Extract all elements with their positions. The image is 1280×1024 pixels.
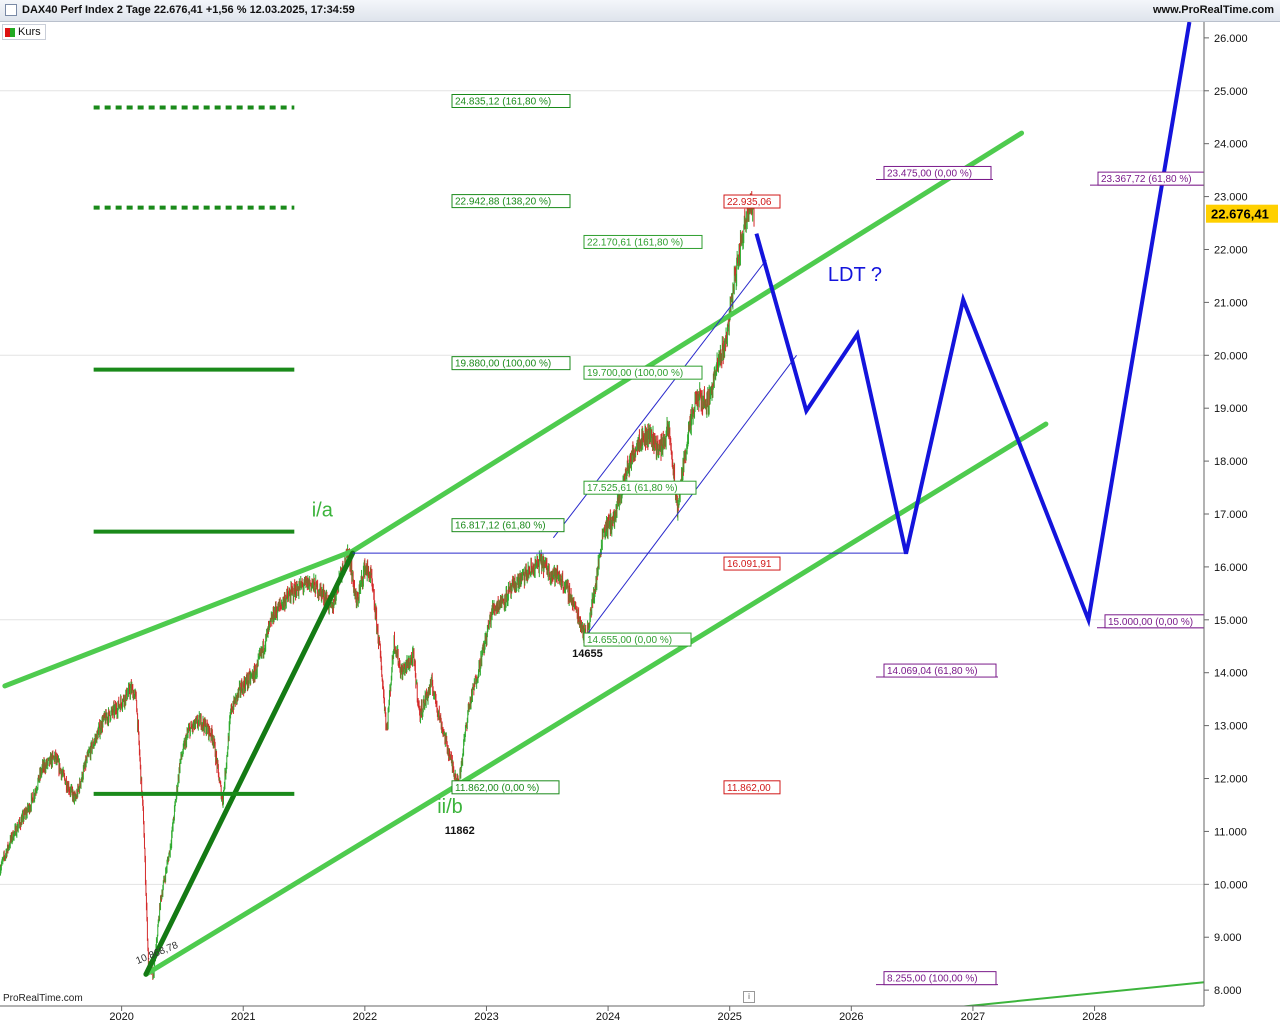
- fib-label-box: [451, 194, 571, 209]
- fib-label-box: [723, 556, 781, 571]
- fib-levels: 24.835,12 (161,80 %) 22.942,88 (138,20 %)…: [93, 93, 1214, 986]
- y-axis-bg: [1204, 22, 1280, 1024]
- x-tick-label: 2028: [1082, 1011, 1106, 1023]
- legend-label: Kurs: [18, 26, 41, 38]
- fib-label-box: [451, 780, 560, 795]
- fib-label-box: [451, 518, 565, 533]
- y-tick-label: 23.000: [1214, 192, 1248, 204]
- fib-label-box: [883, 663, 997, 678]
- pivot-label: 11862: [445, 825, 475, 837]
- y-tick-label: 16.000: [1214, 562, 1248, 574]
- fib-label: 23.367,72 (61,80 %): [1101, 174, 1192, 185]
- watermark: ProRealTime.com: [3, 993, 83, 1004]
- price-series: [0, 191, 755, 980]
- fib-label-box: [451, 356, 571, 371]
- fib-label: 23.475,00 (0,00 %): [887, 168, 972, 179]
- y-tick-label: 12.000: [1214, 774, 1248, 786]
- fib-label-box: [723, 780, 781, 795]
- x-tick-label: 2020: [109, 1011, 133, 1023]
- y-tick-label: 17.000: [1214, 509, 1248, 521]
- x-axis-bg: [0, 1006, 1280, 1024]
- projection-path: [754, 22, 1192, 628]
- fib-label: 17.525,61 (61,80 %): [587, 483, 678, 494]
- price-chart[interactable]: 24.835,12 (161,80 %) 22.942,88 (138,20 %)…: [0, 22, 1280, 1024]
- fib-label-box: [583, 480, 697, 495]
- fib-label: 19.700,00 (100,00 %): [587, 368, 683, 379]
- fib-label: 11.862,00 (0,00 %): [455, 783, 539, 794]
- channel-line-impulse: [143, 550, 356, 977]
- y-tick-label: 10.000: [1214, 879, 1248, 891]
- fib-label: 14.069,04 (61,80 %): [887, 666, 978, 677]
- y-tick-label: 20.000: [1214, 350, 1248, 362]
- x-axis: 2020 2021 2022 2023 2024 2025 2026 2027 2028: [0, 1005, 1280, 1024]
- wave-label: ii/b: [437, 796, 463, 818]
- thin-channel-line: [552, 259, 767, 539]
- y-tick-label: 24.000: [1214, 139, 1248, 151]
- y-tick-label: 9.000: [1214, 932, 1242, 944]
- y-tick-label: 21.000: [1214, 297, 1248, 309]
- fib-label: 22.942,88 (138,20 %): [455, 197, 551, 208]
- ldt-label: LDT ?: [828, 264, 882, 286]
- fib-label: 14.655,00 (0,00 %): [587, 635, 672, 646]
- fib-label: 19.880,00 (100,00 %): [455, 359, 551, 370]
- trend-value-label: 10.868,78: [134, 940, 180, 967]
- y-axis: 8.000 9.000 10.000 11.000 12.000 13.000 14.000…: [1203, 22, 1280, 1024]
- x-tick-label: 2027: [961, 1011, 985, 1023]
- chart-title: DAX40 Perf Index 2 Tage 22.676,41 +1,56 …: [22, 4, 355, 16]
- fib-label: 24.835,12 (161,80 %): [455, 96, 551, 107]
- fib-label: 15.000,00 (0,00 %): [1108, 617, 1193, 628]
- fib-label-box: [583, 365, 703, 380]
- fib-label-box: [451, 93, 571, 108]
- y-tick-label: 8.000: [1214, 985, 1242, 997]
- y-tick-label: 25.000: [1214, 86, 1248, 98]
- fib-label-box: [883, 165, 992, 180]
- trend-lines: [2, 22, 1205, 1018]
- x-tick-label: 2023: [474, 1011, 498, 1023]
- x-tick-label: 2025: [717, 1011, 741, 1023]
- fib-label: 11.862,00: [727, 783, 771, 794]
- fib-label: 16.091,91: [727, 559, 772, 570]
- series-legend[interactable]: Kurs: [2, 24, 46, 40]
- y-tick-label: 19.000: [1214, 403, 1248, 415]
- fib-label: 22.935,06: [727, 197, 772, 208]
- x-tick-label: 2021: [231, 1011, 255, 1023]
- fib-label-box: [583, 234, 703, 249]
- pivot-label: 14655: [572, 648, 603, 660]
- wave-label: i/a: [312, 500, 334, 522]
- y-tick-label: 18.000: [1214, 456, 1248, 468]
- fib-label-box: [583, 632, 692, 647]
- fib-label-box: [883, 971, 997, 986]
- title-bar: DAX40 Perf Index 2 Tage 22.676,41 +1,56 …: [0, 0, 1280, 22]
- fib-label: 8.255,00 (100,00 %): [887, 974, 978, 985]
- thin-channel-line: [585, 354, 797, 636]
- channel-line-upper: [2, 130, 1025, 689]
- x-tick-label: 2024: [596, 1011, 620, 1023]
- last-price-label: 22.676,41: [1211, 207, 1269, 222]
- y-tick-label: 13.000: [1214, 721, 1248, 733]
- y-tick-label: 11.000: [1214, 826, 1247, 838]
- y-tick-label: 26.000: [1214, 33, 1248, 45]
- fib-label: 22.170,61 (161,80 %): [587, 237, 683, 248]
- instrument-icon[interactable]: [5, 4, 17, 16]
- fib-label-box: [723, 194, 781, 209]
- last-price-box: [1206, 204, 1278, 223]
- y-tick-label: 22.000: [1214, 244, 1248, 256]
- fib-label: 16.817,12 (61,80 %): [455, 521, 546, 532]
- grid: [0, 90, 1204, 885]
- x-tick-label: 2026: [839, 1011, 863, 1023]
- info-icon[interactable]: i: [743, 991, 755, 1003]
- x-tick-label: 2022: [353, 1011, 377, 1023]
- candle-swatch-icon: [5, 27, 15, 37]
- y-tick-label: 14.000: [1214, 668, 1248, 680]
- site-link[interactable]: www.ProRealTime.com: [1152, 4, 1274, 16]
- y-tick-label: 15.000: [1214, 615, 1248, 627]
